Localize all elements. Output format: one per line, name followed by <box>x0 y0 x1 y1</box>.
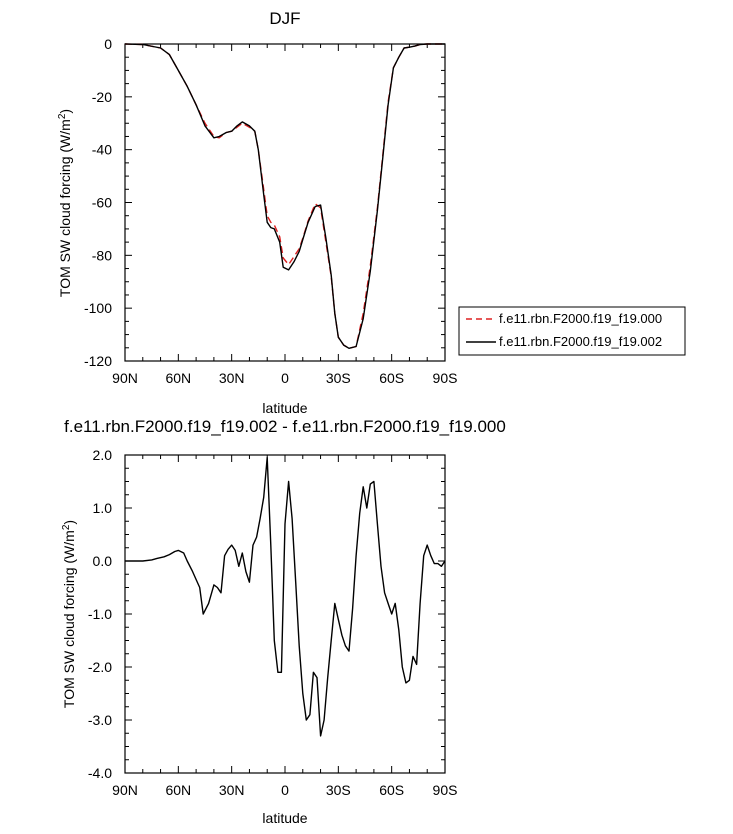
y-tick-label: -40 <box>92 142 112 158</box>
y-tick-label: -4.0 <box>88 765 112 781</box>
series-line-2-1 <box>125 456 446 737</box>
y-tick-label: -2.0 <box>88 659 112 675</box>
chart-title: DJF <box>269 9 300 28</box>
x-tick-label: 90N <box>112 782 138 798</box>
y-tick-label: 2.0 <box>93 447 113 463</box>
x-tick-label: 30S <box>326 370 351 386</box>
legend-label-series-000: f.e11.rbn.F2000.f19_f19.000 <box>499 311 662 326</box>
y-tick-label: -120 <box>84 353 112 369</box>
y-tick-label: -60 <box>92 195 112 211</box>
x-tick-label: 90N <box>112 370 138 386</box>
y-tick-label: -20 <box>92 89 112 105</box>
y-tick-label: -80 <box>92 247 112 263</box>
x-tick-label: 60N <box>165 782 191 798</box>
x-tick-label: 60S <box>379 370 404 386</box>
y-axis-title: TOM SW cloud forcing (W/m2) <box>61 520 77 708</box>
x-tick-label: 90S <box>433 370 458 386</box>
y-tick-label: -1.0 <box>88 606 112 622</box>
chart-panel-difference: f.e11.rbn.F2000.f19_f19.002 - f.e11.rbn.… <box>61 417 506 826</box>
y-tick-label: 0 <box>104 36 112 52</box>
x-axis-title: latitude <box>262 400 307 416</box>
x-tick-label: 0 <box>281 782 289 798</box>
y-tick-label: 0.0 <box>93 553 113 569</box>
series-line-1-1 <box>124 43 445 349</box>
y-tick-label: -3.0 <box>88 712 112 728</box>
x-tick-label: 30N <box>219 370 245 386</box>
y-axis-title: TOM SW cloud forcing (W/m2) <box>57 109 73 297</box>
legend: f.e11.rbn.F2000.f19_f19.000 f.e11.rbn.F2… <box>458 306 686 356</box>
legend-box <box>458 306 686 356</box>
chart-title: f.e11.rbn.F2000.f19_f19.002 - f.e11.rbn.… <box>64 417 506 436</box>
x-tick-label: 60S <box>379 782 404 798</box>
y-tick-label: 1.0 <box>93 500 113 516</box>
x-tick-label: 30N <box>219 782 245 798</box>
series-line-1-2 <box>124 43 445 349</box>
x-tick-label: 0 <box>281 370 289 386</box>
legend-label-series-002: f.e11.rbn.F2000.f19_f19.002 <box>499 334 662 349</box>
x-tick-label: 60N <box>165 370 191 386</box>
x-axis-title: latitude <box>262 810 307 826</box>
plot-frame <box>124 43 446 362</box>
y-tick-label: -100 <box>84 300 112 316</box>
chart-panel-djf: DJF TOM SW cloud forcing (W/m2) latitude… <box>57 9 686 416</box>
x-tick-label: 90S <box>433 782 458 798</box>
x-tick-label: 30S <box>326 782 351 798</box>
